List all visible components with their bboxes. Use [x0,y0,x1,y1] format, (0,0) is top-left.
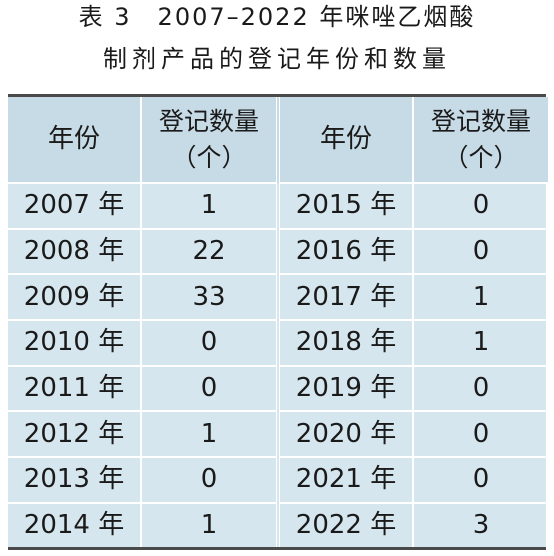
table-row: 2011 年 0 2019 年 0 [8,365,548,412]
year-cell: 2014 年 [8,502,142,547]
header-count-unit: （个） [443,142,519,172]
count-cell: 3 [472,509,490,540]
count-cell: 1 [141,411,280,458]
year-cell: 2011 年 [8,365,142,412]
header-count-unit: （个） [171,142,247,172]
table-header-row: 年份 登记数量 （个） 年份 登记数量 （个） [8,97,548,184]
table-row: 2014 年 1 2022 年 3 [8,502,548,547]
count-cell: 0 [472,372,490,403]
count-cell: 0 [472,190,490,221]
table-row: 2009 年 33 2017 年 1 [8,274,548,321]
count-cell: 0 [472,464,490,495]
count-cell: 1 [472,281,490,312]
header-year-right: 年份 [278,97,414,184]
table-row: 2007 年 1 2015 年 0 [8,183,548,229]
header-count-left: 登记数量 （个） [141,97,280,184]
table-row: 2013 年 0 2021 年 0 [8,457,548,503]
count-cell: 0 [141,457,280,503]
count-cell: 1 [472,327,490,358]
year-cell: 2012 年 [8,411,142,458]
year-cell: 2019 年 [278,365,414,412]
count-cell: 0 [141,365,280,412]
count-cell: 1 [141,183,280,229]
count-cell: 0 [472,418,490,449]
year-cell: 2016 年 [278,228,414,275]
year-cell: 2010 年 [8,320,142,366]
header-count-right: 登记数量 （个） [413,97,548,184]
count-cell: 33 [141,274,280,321]
year-cell: 2021 年 [278,457,414,503]
header-count-label: 登记数量 [430,106,531,136]
year-cell: 2020 年 [278,411,414,458]
count-cell: 0 [472,235,490,266]
year-cell: 2008 年 [8,228,142,275]
year-cell: 2022 年 [278,502,414,547]
year-cell: 2018 年 [278,320,414,366]
year-cell: 2015 年 [278,183,414,229]
year-cell: 2013 年 [8,457,142,503]
table-caption-line-2: 制剂产品的登记年份和数量 [103,45,451,73]
count-cell: 22 [141,228,280,275]
header-year-left: 年份 [8,97,142,184]
header-count-label: 登记数量 [158,106,259,136]
table-row: 2008 年 22 2016 年 0 [8,228,548,275]
year-cell: 2009 年 [8,274,142,321]
table-row: 2012 年 1 2020 年 0 [8,411,548,458]
count-cell: 0 [141,320,280,366]
table-caption-line-1: 表 3 2007–2022 年咪唑乙烟酸 [78,3,476,31]
year-cell: 2017 年 [278,274,414,321]
count-cell: 1 [141,502,280,547]
table-row: 2010 年 0 2018 年 1 [8,320,548,366]
registration-table: 年份 登记数量 （个） 年份 登记数量 （个） 2007 年 1 2015 年 … [8,94,548,550]
year-cell: 2007 年 [8,183,142,229]
